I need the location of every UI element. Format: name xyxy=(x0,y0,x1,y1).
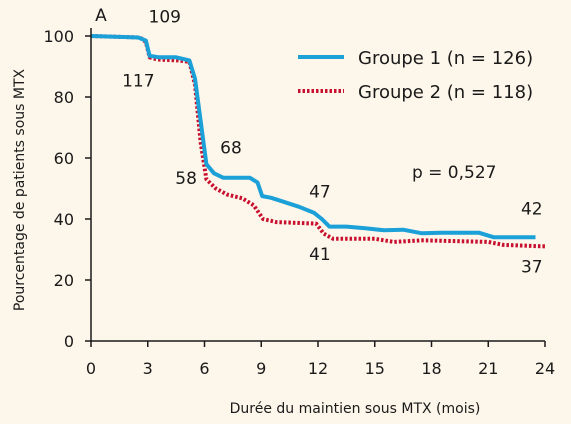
y-tick-label: 40 xyxy=(54,210,74,229)
annotation-label: 58 xyxy=(175,169,197,189)
y-tick-label: 0 xyxy=(64,332,74,351)
y-tick-label: 80 xyxy=(54,88,74,107)
x-tick-label: 24 xyxy=(535,359,555,378)
y-tick-label: 60 xyxy=(54,149,74,168)
x-tick-label: 0 xyxy=(86,359,96,378)
legend-label-groupe-2: Groupe 2 (n = 118) xyxy=(358,82,533,103)
ticks-layer: 0 3 6 9 12 15 18 21 24 0 20 40 60 80 100 xyxy=(43,27,555,378)
series-line-groupe-1 xyxy=(90,34,536,240)
series-line-groupe-2 xyxy=(90,34,546,249)
annotation-label: 47 xyxy=(309,183,331,203)
legend-label-groupe-1: Groupe 1 (n = 126) xyxy=(358,48,533,69)
annotation-label: 117 xyxy=(122,71,154,91)
x-tick-label: 12 xyxy=(308,359,328,378)
x-tick-label: 3 xyxy=(143,359,153,378)
annotation-label: 41 xyxy=(309,245,331,265)
annotation-label: 42 xyxy=(521,199,543,219)
x-tick-label: 6 xyxy=(199,359,209,378)
y-tick-label: 100 xyxy=(43,27,74,46)
panel-label: A xyxy=(95,6,107,26)
legend: Groupe 1 (n = 126) Groupe 2 (n = 118) xyxy=(298,48,533,103)
x-tick-label: 21 xyxy=(478,359,498,378)
x-tick-label: 9 xyxy=(256,359,266,378)
annotation-label: 68 xyxy=(220,138,242,158)
x-axis-title: Durée du maintien sous MTX (mois) xyxy=(230,401,481,417)
y-axis-title: Pourcentage de patients sous MTX xyxy=(12,68,28,311)
annotation-label: 109 xyxy=(149,7,181,27)
series-layer xyxy=(90,34,546,249)
x-tick-label: 18 xyxy=(421,359,441,378)
y-tick-label: 20 xyxy=(54,271,74,290)
annotation-label: 37 xyxy=(521,257,543,277)
annotation-label: p = 0,527 xyxy=(412,163,497,183)
annotations-layer: 109 117 68 58 47 41 42 37 p = 0,527 xyxy=(122,7,543,277)
x-tick-label: 15 xyxy=(365,359,385,378)
